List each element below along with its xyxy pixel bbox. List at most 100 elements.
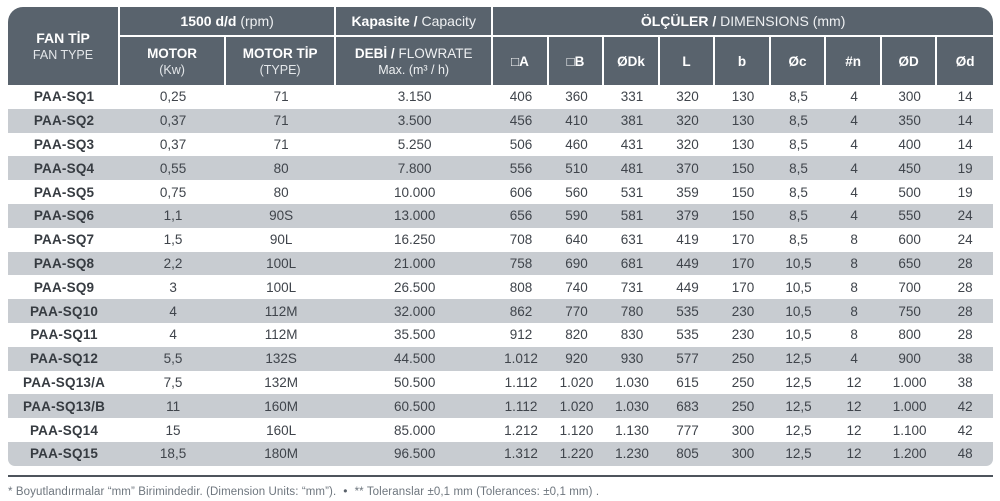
value-cell: 21.000 bbox=[336, 251, 494, 276]
fan-type-subtitle: FAN TYPE bbox=[32, 48, 94, 62]
table-header: FAN TİP FAN TYPE 1500 d/d (rpm) Kapasite… bbox=[8, 7, 993, 85]
value-cell: 170 bbox=[715, 227, 771, 252]
value-cell: 14 bbox=[937, 85, 993, 109]
value-cell: 12,5 bbox=[770, 346, 827, 371]
value-cell: 450 bbox=[881, 156, 938, 181]
fan-spec-table: FAN TİP FAN TYPE 1500 d/d (rpm) Kapasite… bbox=[8, 7, 993, 466]
value-cell: 3.150 bbox=[336, 85, 494, 109]
value-cell: 1.112 bbox=[493, 370, 549, 395]
value-cell: 0,25 bbox=[120, 85, 227, 109]
value-cell: 12 bbox=[826, 441, 882, 466]
value-cell: 650 bbox=[881, 251, 938, 276]
column-header-dim-b: b bbox=[715, 37, 771, 85]
value-cell: 130 bbox=[715, 85, 771, 109]
value-cell: 8 bbox=[826, 275, 882, 300]
value-cell: 1.312 bbox=[493, 441, 549, 466]
value-cell: 8,5 bbox=[770, 132, 827, 157]
fan-type-cell: PAA-SQ13/B bbox=[8, 394, 121, 419]
value-cell: 7.800 bbox=[336, 156, 494, 181]
value-cell: 535 bbox=[659, 299, 716, 323]
value-cell: 780 bbox=[604, 299, 660, 323]
value-cell: 170 bbox=[715, 275, 771, 300]
value-cell: 96.500 bbox=[336, 441, 494, 466]
capacity-tr-label: Kapasite / bbox=[351, 13, 418, 29]
value-cell: 740 bbox=[548, 275, 605, 300]
value-cell: 4 bbox=[826, 156, 882, 181]
table-row: PAA-SQ5 0,75 80 10.000 606 560 531 359 150 8,5 4 50… bbox=[8, 180, 993, 204]
value-cell: 24 bbox=[937, 203, 993, 228]
table-row: PAA-SQ15 18,5 180M 96.500 1.312 1.220 1.230 805… bbox=[8, 441, 993, 466]
fan-type-cell: PAA-SQ13/A bbox=[8, 370, 121, 395]
value-cell: 160L bbox=[226, 418, 337, 442]
value-cell: 4 bbox=[826, 132, 882, 157]
value-cell: 750 bbox=[881, 299, 938, 323]
value-cell: 250 bbox=[715, 346, 771, 371]
value-cell: 531 bbox=[604, 180, 660, 204]
value-cell: 581 bbox=[604, 203, 660, 228]
value-cell: 5,5 bbox=[120, 346, 227, 371]
value-cell: 28 bbox=[937, 275, 993, 300]
value-cell: 920 bbox=[548, 346, 605, 371]
value-cell: 8,5 bbox=[770, 85, 827, 109]
value-cell: 0,37 bbox=[120, 132, 227, 157]
value-cell: 80 bbox=[226, 180, 337, 204]
table-row: PAA-SQ8 2,2 100L 21.000 758 690 681 449 170 10,5 8… bbox=[8, 251, 993, 276]
table-row: PAA-SQ9 3 100L 26.500 808 740 731 449 170 10,5 8 70… bbox=[8, 275, 993, 300]
dimensions-en-label: DIMENSIONS (mm) bbox=[720, 13, 846, 29]
value-cell: 606 bbox=[493, 180, 549, 204]
value-cell: 71 bbox=[226, 108, 337, 133]
fan-type-cell: PAA-SQ12 bbox=[8, 346, 121, 371]
motor-type-title: MOTOR TİP bbox=[242, 45, 318, 61]
header-group-row: FAN TİP FAN TYPE 1500 d/d (rpm) Kapasite… bbox=[8, 7, 993, 85]
fan-type-cell: PAA-SQ14 bbox=[8, 418, 121, 442]
motor-unit: (Kw) bbox=[159, 62, 185, 77]
value-cell: 731 bbox=[604, 275, 660, 300]
value-cell: 12 bbox=[826, 370, 882, 395]
fan-type-cell: PAA-SQ15 bbox=[8, 441, 121, 466]
value-cell: 5.250 bbox=[336, 132, 494, 157]
value-cell: 150 bbox=[715, 203, 771, 228]
value-cell: 631 bbox=[604, 227, 660, 252]
value-cell: 550 bbox=[881, 203, 938, 228]
value-cell: 42 bbox=[937, 418, 993, 442]
value-cell: 12,5 bbox=[770, 394, 827, 419]
value-cell: 8,5 bbox=[770, 180, 827, 204]
value-cell: 930 bbox=[604, 346, 660, 371]
fan-type-cell: PAA-SQ3 bbox=[8, 132, 121, 157]
column-header-dim-b: □B bbox=[548, 37, 605, 85]
value-cell: 1.012 bbox=[493, 346, 549, 371]
value-cell: 320 bbox=[659, 108, 716, 133]
value-cell: 681 bbox=[604, 251, 660, 276]
value-cell: 1.020 bbox=[548, 370, 605, 395]
value-cell: 230 bbox=[715, 299, 771, 323]
value-cell: 16.250 bbox=[336, 227, 494, 252]
value-cell: 3.500 bbox=[336, 108, 494, 133]
value-cell: 44.500 bbox=[336, 346, 494, 371]
value-cell: 132S bbox=[226, 346, 337, 371]
value-cell: 8 bbox=[826, 251, 882, 276]
motor-title: MOTOR bbox=[147, 45, 198, 61]
value-cell: 460 bbox=[548, 132, 605, 157]
value-cell: 770 bbox=[548, 299, 605, 323]
fan-type-cell: PAA-SQ5 bbox=[8, 180, 121, 204]
fan-type-cell: PAA-SQ2 bbox=[8, 108, 121, 133]
flowrate-title-line: DEBİ / FLOWRATE bbox=[338, 46, 489, 61]
flowrate-en-label: FLOWRATE bbox=[398, 45, 473, 61]
value-cell: 300 bbox=[881, 85, 938, 109]
value-cell: 900 bbox=[881, 346, 938, 371]
value-cell: 449 bbox=[659, 251, 716, 276]
value-cell: 820 bbox=[548, 322, 605, 347]
value-cell: 1.120 bbox=[548, 418, 605, 442]
value-cell: 10,5 bbox=[770, 275, 827, 300]
value-cell: 4 bbox=[826, 346, 882, 371]
column-header-dim-c: Øc bbox=[770, 37, 827, 85]
fan-type-cell: PAA-SQ6 bbox=[8, 203, 121, 228]
value-cell: 0,75 bbox=[120, 180, 227, 204]
value-cell: 4 bbox=[826, 180, 882, 204]
value-cell: 13.000 bbox=[336, 203, 494, 228]
column-header-dim-a: □A bbox=[493, 37, 549, 85]
value-cell: 1.020 bbox=[548, 394, 605, 419]
value-cell: 8,5 bbox=[770, 203, 827, 228]
value-cell: 160M bbox=[226, 394, 337, 419]
